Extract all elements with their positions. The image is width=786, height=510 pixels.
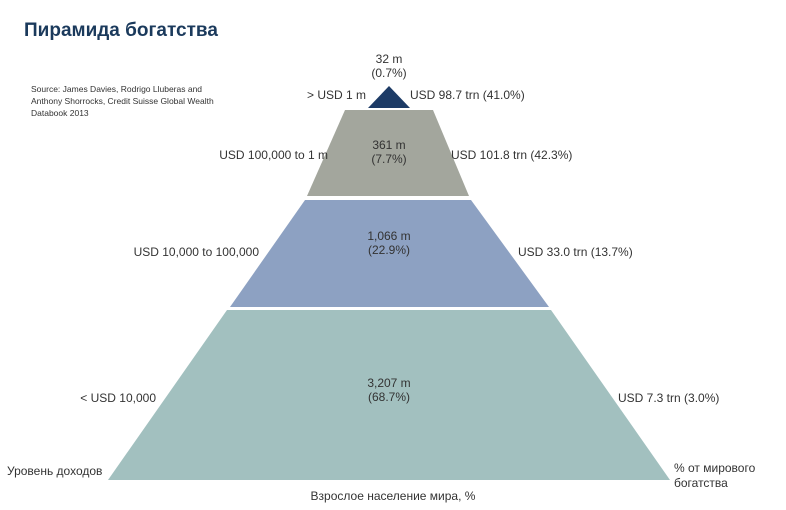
level-0-range: > USD 1 m xyxy=(306,88,366,102)
source-note: Source: James Davies, Rodrigo Lluberas a… xyxy=(31,84,214,118)
wealth-share-axis-label: % от мирового богатства xyxy=(674,461,756,490)
level-3-adults: 3,207 m xyxy=(367,376,411,390)
pyramid-level-top xyxy=(368,86,410,108)
level-0-wealth: USD 98.7 trn (41.0%) xyxy=(410,88,525,102)
pyramid-level-middle xyxy=(230,200,549,307)
level-2-range: USD 10,000 to 100,000 xyxy=(133,245,259,259)
level-1-share: (7.7%) xyxy=(371,152,407,166)
level-1-range: USD 100,000 to 1 m xyxy=(219,148,328,162)
level-1-wealth: USD 101.8 trn (42.3%) xyxy=(451,148,573,162)
chart-title: Пирамида богатства xyxy=(24,20,218,41)
level-1-adults: 361 m xyxy=(372,138,406,152)
level-0-adults: 32 m xyxy=(375,52,403,66)
level-2-wealth: USD 33.0 trn (13.7%) xyxy=(518,245,633,259)
level-3-share: (68.7%) xyxy=(367,390,411,404)
population-axis-label: Взрослое население мира, % xyxy=(310,489,476,503)
pyramid-level-upper xyxy=(307,110,469,196)
level-3-wealth: USD 7.3 trn (3.0%) xyxy=(618,391,720,405)
level-2-adults: 1,066 m xyxy=(367,229,411,243)
pyramid-level-bottom xyxy=(108,310,670,480)
level-3-range: < USD 10,000 xyxy=(80,391,156,405)
income-level-axis-label: Уровень доходов xyxy=(7,464,103,478)
level-0-share: (0.7%) xyxy=(371,66,407,80)
level-2-share: (22.9%) xyxy=(367,243,411,257)
